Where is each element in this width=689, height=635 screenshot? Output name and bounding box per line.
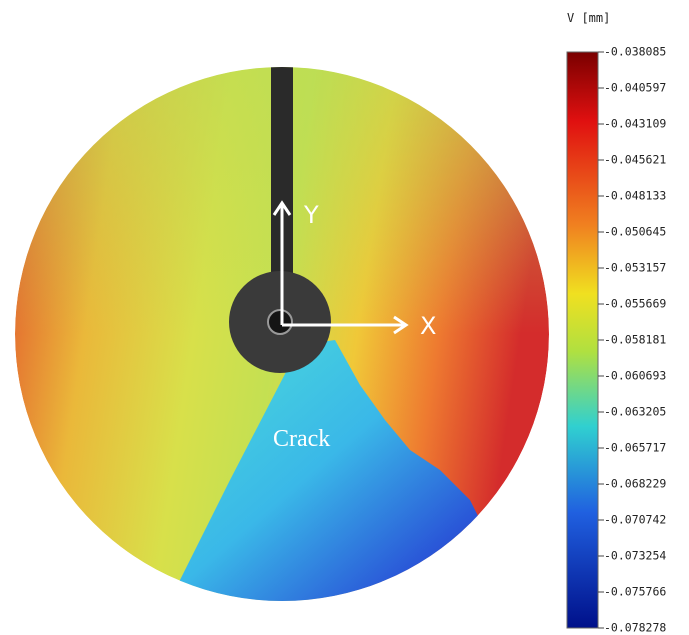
colorbar-tick-label: -0.053157 [604, 261, 666, 275]
colorbar [567, 52, 598, 628]
figure: Y X Crack V [mm] -0.038085 -0.040597 -0.04… [0, 0, 689, 635]
colorbar-tick-label: -0.038085 [604, 45, 666, 59]
colorbar-tick-label: -0.078278 [604, 621, 666, 635]
colorbar-tick-label: -0.068229 [604, 477, 666, 491]
colorbar-tick-label: -0.070742 [604, 513, 666, 527]
colorbar-tick-label: -0.065717 [604, 441, 666, 455]
x-axis-label: X [420, 312, 436, 340]
displacement-field [15, 55, 549, 635]
colorbar-tick-label: -0.058181 [604, 333, 666, 347]
y-axis-label: Y [303, 201, 319, 229]
colorbar-tick-label: -0.073254 [604, 549, 666, 563]
crack-label: Crack [273, 426, 330, 452]
colorbar-tick-label: -0.075766 [604, 585, 666, 599]
colorbar-tick-label: -0.048133 [604, 189, 666, 203]
colorbar-tick-label: -0.055669 [604, 297, 666, 311]
colorbar-tick-label: -0.050645 [604, 225, 666, 239]
colorbar-tick-label: -0.045621 [604, 153, 666, 167]
colorbar-tick-label: -0.043109 [604, 117, 666, 131]
page: {"colorbar": {"title": "V [mm]", "ticks"… [0, 0, 689, 635]
colorbar-tick-label: -0.063205 [604, 405, 666, 419]
colorbar-tick-label: -0.060693 [604, 369, 666, 383]
colorbar-title: V [mm] [567, 11, 610, 25]
colorbar-tick-label: -0.040597 [604, 81, 666, 95]
